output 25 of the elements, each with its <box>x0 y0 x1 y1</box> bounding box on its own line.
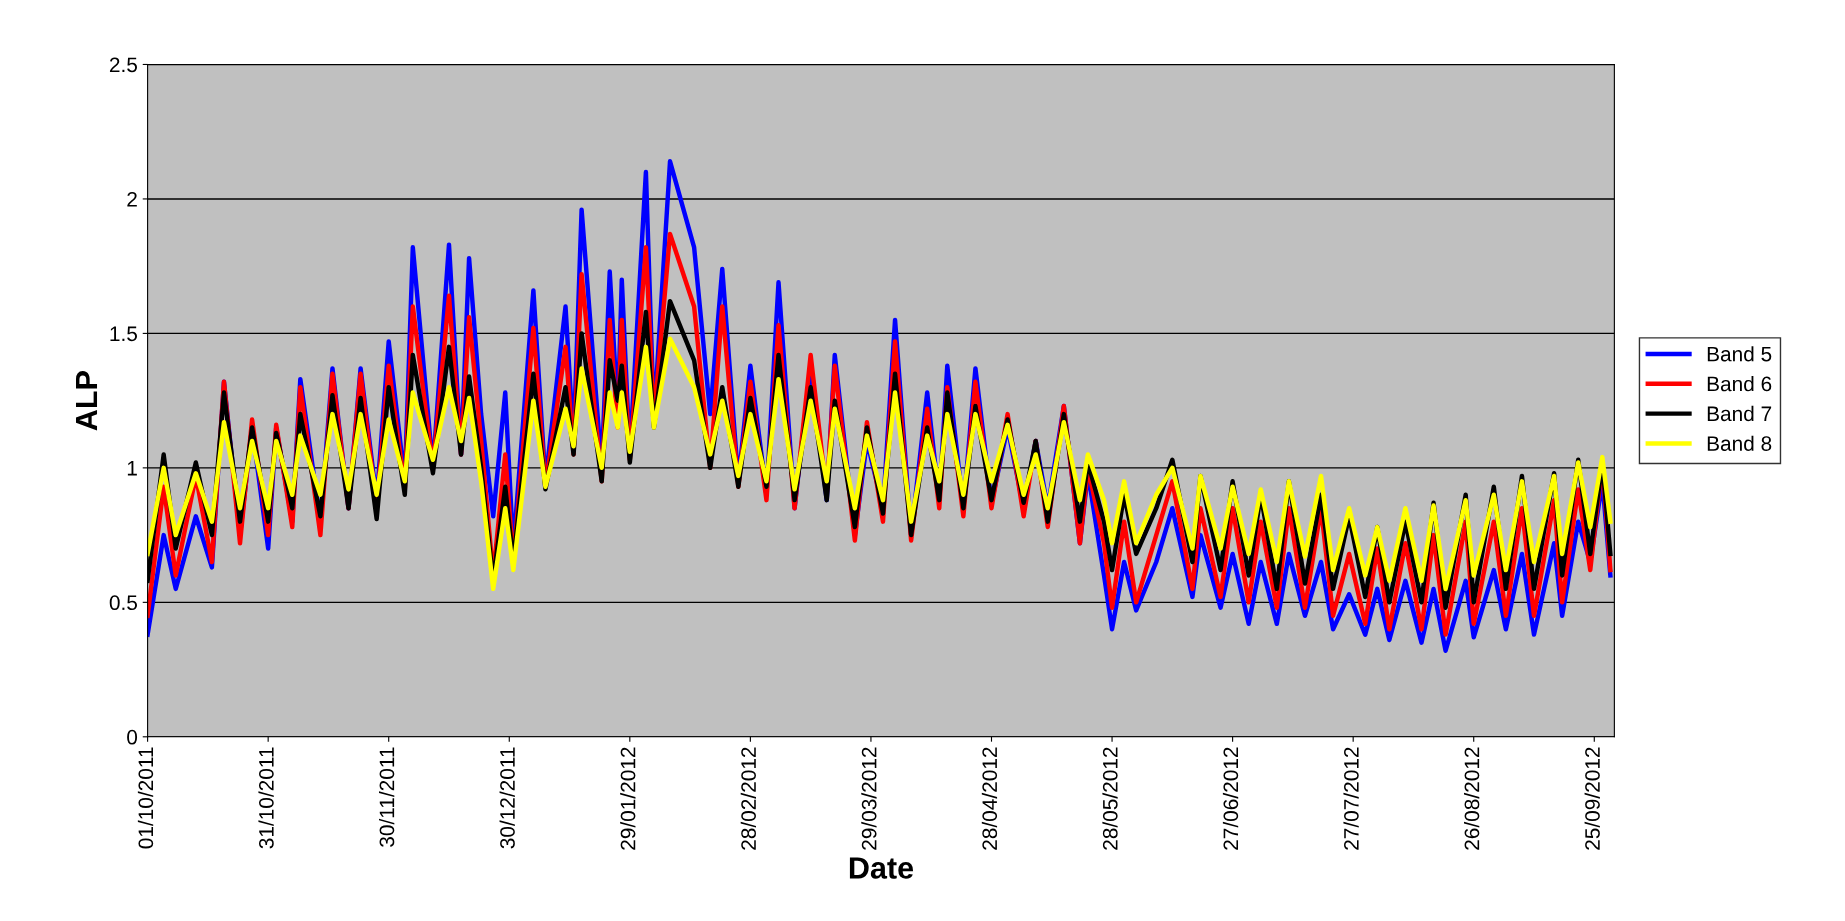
legend-label: Band 7 <box>1707 405 1772 422</box>
x-tick-label: 29/01/2012 <box>620 747 636 850</box>
x-tick-label: 01/10/2011 <box>137 747 154 849</box>
x-tick-label: 30/12/2011 <box>499 747 515 849</box>
x-tick-label: 26/08/2012 <box>1464 747 1480 850</box>
y-tick-label: 0.5 <box>109 595 138 611</box>
y-tick-label: 1.5 <box>110 326 138 342</box>
legend-label: Band 8 <box>1707 435 1772 451</box>
y-tick-label: 2.5 <box>109 57 138 73</box>
x-tick-label: 28/05/2012 <box>1102 747 1118 850</box>
y-tick-label: 1 <box>127 461 137 476</box>
x-tick-label: 25/09/2012 <box>1584 747 1600 850</box>
x-axis-title: Date <box>849 857 914 879</box>
x-tick-label: 27/06/2012 <box>1222 747 1239 850</box>
y-tick-label: 0 <box>127 729 138 745</box>
x-tick-label: 28/02/2012 <box>740 747 756 850</box>
legend-label: Band 5 <box>1707 346 1772 362</box>
x-tick-label: 29/03/2012 <box>861 747 877 850</box>
legend-label: Band 6 <box>1707 376 1772 392</box>
x-tick-label: 31/10/2011 <box>258 747 274 849</box>
x-tick-label: 27/07/2012 <box>1343 747 1359 850</box>
x-tick-label: 30/11/2011 <box>379 747 395 847</box>
y-axis-title: ALP <box>76 371 98 431</box>
x-tick-label: 28/04/2012 <box>981 747 998 850</box>
y-tick-label: 2 <box>127 191 137 207</box>
